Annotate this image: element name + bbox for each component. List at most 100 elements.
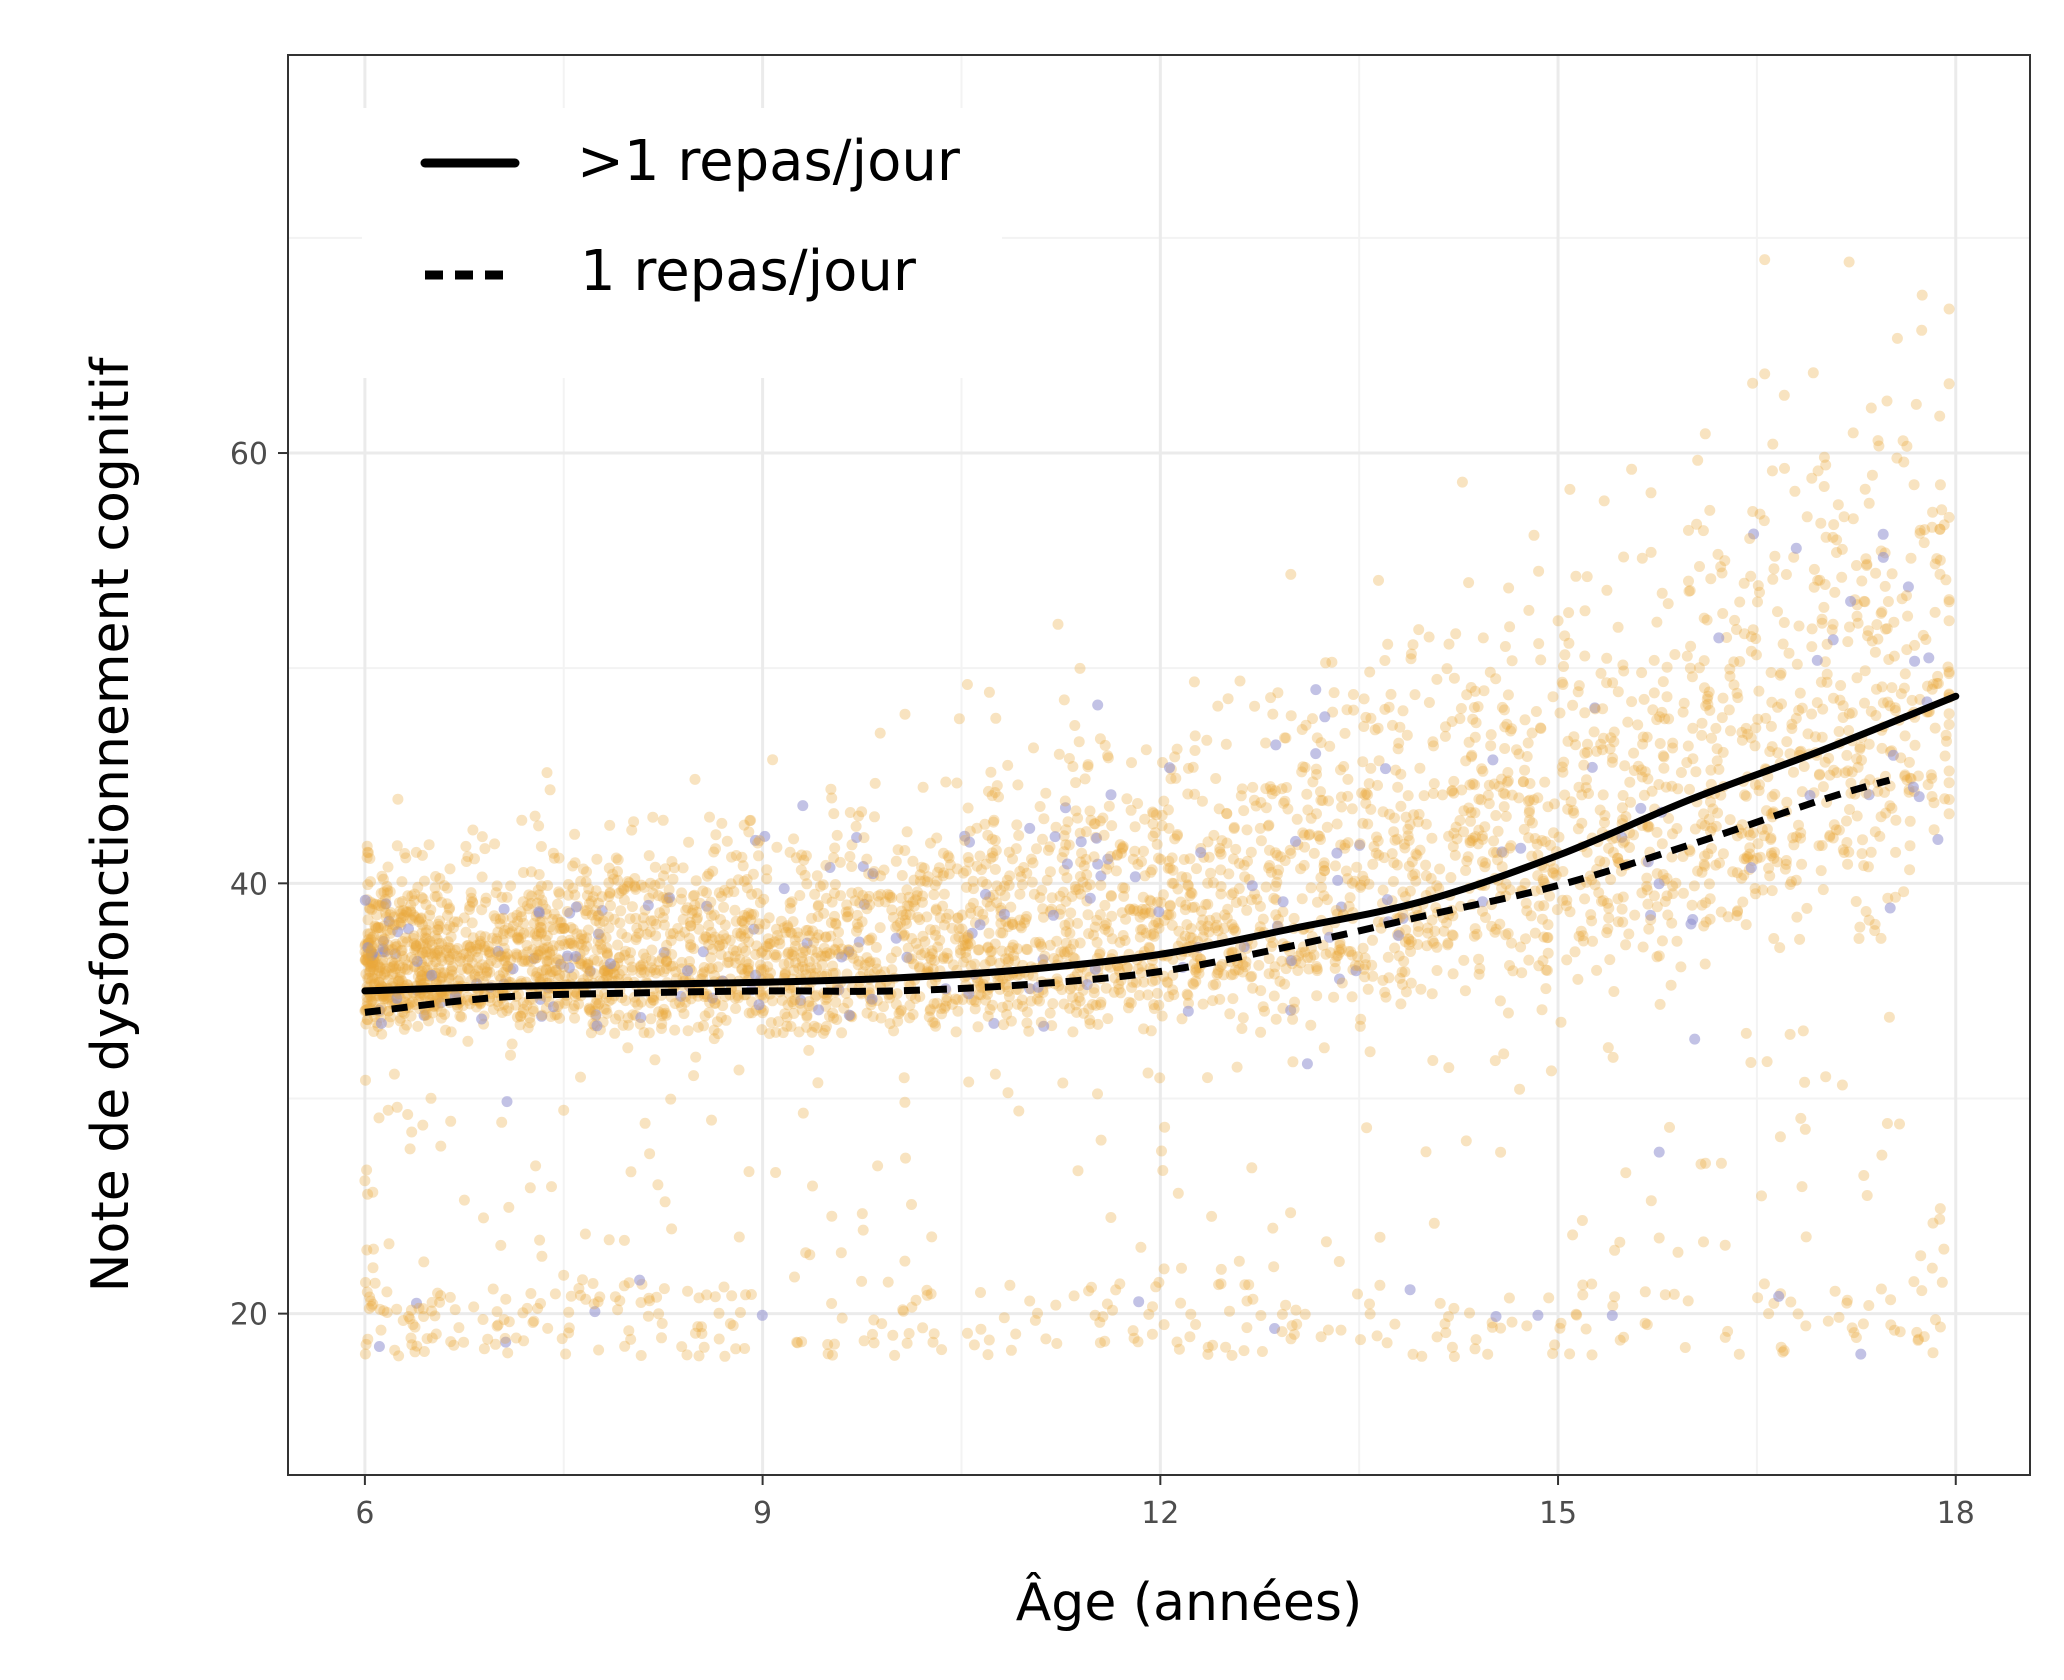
scatter-point <box>705 910 717 922</box>
scatter-point <box>1046 892 1058 904</box>
scatter-point <box>1861 558 1873 570</box>
scatter-point <box>1657 869 1669 880</box>
scatter-point <box>1533 638 1545 650</box>
scatter-point <box>1881 623 1893 635</box>
scatter-point <box>623 1325 635 1337</box>
scatter-point <box>1415 983 1427 995</box>
scatter-point <box>1358 693 1370 705</box>
scatter-point <box>1463 802 1475 814</box>
scatter-point <box>1765 847 1777 859</box>
scatter-point <box>1806 708 1818 720</box>
scatter-point <box>715 1011 727 1023</box>
scatter-point <box>650 930 662 942</box>
scatter-point <box>917 890 929 902</box>
scatter-point <box>1003 880 1015 891</box>
scatter-point <box>963 1076 975 1088</box>
scatter-point <box>1134 911 1146 923</box>
scatter-point <box>1501 718 1513 730</box>
scatter-point <box>571 928 583 940</box>
scatter-point <box>1103 800 1115 812</box>
scatter-point <box>1731 624 1742 635</box>
scatter-point <box>782 948 794 960</box>
scatter-point <box>658 1283 670 1295</box>
scatter-point <box>1793 704 1805 716</box>
scatter-point <box>552 913 564 925</box>
scatter-point <box>1927 1217 1939 1229</box>
scatter-point <box>1815 865 1827 877</box>
scatter-point <box>1143 1308 1155 1320</box>
scatter-point <box>829 879 841 890</box>
scatter-point <box>1451 833 1463 845</box>
scatter-point <box>987 999 998 1011</box>
scatter-point <box>429 1310 441 1322</box>
scatter-point <box>867 1011 879 1022</box>
scatter-point <box>1427 935 1439 947</box>
scatter-point <box>897 909 909 921</box>
scatter-point <box>1238 805 1250 817</box>
scatter-point <box>922 962 934 973</box>
scatter-point <box>1526 727 1538 739</box>
scatter-point <box>882 1276 894 1288</box>
scatter-point <box>1717 848 1729 860</box>
scatter-point <box>1645 546 1657 558</box>
scatter-point <box>977 876 988 888</box>
scatter-point <box>1872 785 1884 797</box>
scatter-point <box>1696 717 1708 729</box>
scatter-point <box>1420 1146 1432 1158</box>
scatter-point <box>630 912 642 924</box>
scatter-point <box>1159 1121 1171 1133</box>
scatter-point <box>1173 1343 1185 1355</box>
scatter-point <box>703 919 715 931</box>
scatter-point <box>1119 882 1131 894</box>
scatter-point <box>1342 790 1354 802</box>
scatter-point <box>1861 1190 1873 1201</box>
scatter-point <box>689 773 701 785</box>
scatter-point <box>1851 560 1862 571</box>
scatter-point <box>991 897 1003 909</box>
scatter-point <box>1007 939 1019 951</box>
scatter-point <box>959 830 971 842</box>
scatter-point <box>692 1321 704 1333</box>
scatter-point <box>1214 842 1226 854</box>
scatter-point <box>1328 687 1340 699</box>
scatter-point <box>1133 989 1145 1001</box>
scatter-point <box>407 996 419 1008</box>
scatter-point <box>1617 891 1629 903</box>
scatter-point <box>1257 913 1269 925</box>
scatter-point <box>975 1323 987 1335</box>
scatter-point <box>528 1315 540 1327</box>
scatter-point <box>544 921 556 933</box>
scatter-point <box>1700 700 1712 712</box>
scatter-point <box>1884 902 1896 914</box>
scatter-point <box>1153 852 1164 864</box>
scatter-point <box>1089 921 1101 933</box>
scatter-point <box>1259 1005 1270 1017</box>
scatter-point <box>1477 896 1489 908</box>
scatter-point <box>380 993 392 1005</box>
scatter-point <box>1863 738 1875 750</box>
scatter-point <box>636 964 648 976</box>
scatter-point <box>361 1286 373 1298</box>
scatter-point <box>1454 815 1466 826</box>
scatter-point <box>363 972 375 984</box>
scatter-point <box>1702 690 1714 702</box>
scatter-point <box>464 900 476 912</box>
scatter-point <box>1315 737 1327 749</box>
scatter-point <box>700 932 712 943</box>
scatter-point <box>360 1074 371 1086</box>
scatter-point <box>1536 835 1548 846</box>
scatter-point <box>1086 1281 1097 1293</box>
scatter-point <box>1388 826 1400 838</box>
scatter-point <box>1562 735 1574 747</box>
scatter-point <box>660 1009 672 1021</box>
scatter-point <box>699 1010 711 1022</box>
scatter-point <box>1044 939 1056 951</box>
scatter-point <box>827 1349 838 1361</box>
scatter-point <box>608 913 620 925</box>
scatter-point <box>1736 819 1748 831</box>
scatter-point <box>536 1009 548 1021</box>
scatter-point <box>1547 866 1559 878</box>
scatter-point <box>1841 1294 1853 1306</box>
scatter-point <box>925 837 936 849</box>
scatter-point <box>1446 1341 1458 1353</box>
